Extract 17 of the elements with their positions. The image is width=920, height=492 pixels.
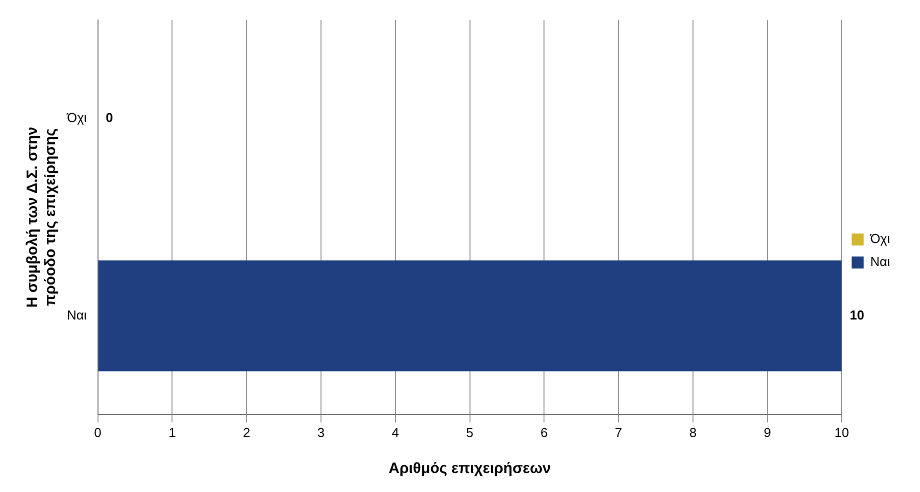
- x-tick-label: 10: [834, 424, 849, 440]
- x-axis-title: Αριθμός επιχειρήσεων: [388, 460, 551, 478]
- x-tick-label: 9: [764, 424, 771, 440]
- x-tick-label: 3: [317, 424, 325, 440]
- data-label: 0: [106, 110, 114, 126]
- x-tick-label: 5: [466, 424, 474, 440]
- legend-label: Όχι: [869, 231, 890, 246]
- x-tick-label: 1: [168, 424, 176, 440]
- x-tick-label: 6: [540, 424, 548, 440]
- x-tick-label: 0: [94, 424, 102, 440]
- x-tick-label: 7: [614, 424, 622, 440]
- y-axis-title: Η συμβολή των Δ.Σ. στην πρόοδο της επιχείρησης: [24, 126, 60, 308]
- legend-label: Ναι: [870, 254, 890, 270]
- x-tick-label: 8: [689, 424, 697, 440]
- x-tick-label: 4: [392, 424, 399, 440]
- data-label: 10: [850, 307, 864, 322]
- x-tick-label: 2: [242, 424, 250, 440]
